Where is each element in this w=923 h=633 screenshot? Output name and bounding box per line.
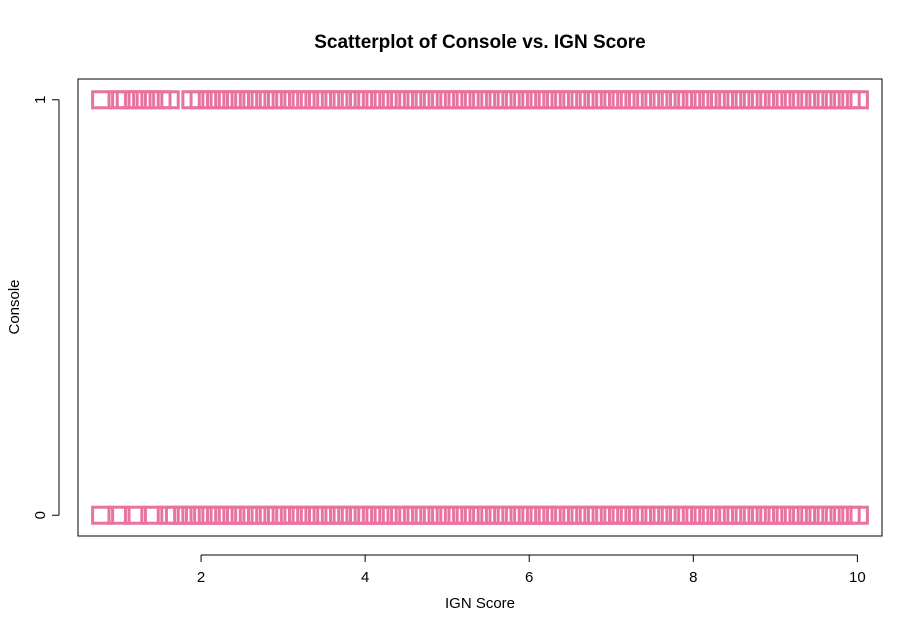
x-axis-tick-label: 6 [525, 569, 533, 586]
data-point-marker [845, 90, 869, 110]
data-point-marker [156, 90, 180, 110]
data-point-marker [91, 505, 115, 525]
x-axis: 2 4 6 8 10 [197, 554, 866, 586]
data-point-marker [107, 505, 131, 525]
chart-title: Scatterplot of Console vs. IGN Score [314, 32, 646, 53]
y-axis-tick-label: 0 [32, 511, 49, 519]
x-axis-tick-label: 2 [197, 569, 205, 586]
y-axis: 01 [32, 96, 60, 519]
x-axis-tick-label: 4 [361, 569, 369, 586]
data-point-marker [91, 90, 115, 110]
y-axis-title: Console [6, 279, 23, 334]
data-point-marker [845, 505, 869, 525]
x-axis-tick-label: 8 [689, 569, 697, 586]
data-points-layer [91, 90, 869, 525]
plot-frame [77, 78, 883, 537]
x-axis-title: IGN Score [445, 595, 515, 612]
x-axis-tick-label: 10 [849, 569, 866, 586]
data-point-marker [140, 505, 164, 525]
y-axis-tick-label: 1 [32, 96, 49, 104]
data-point-marker [123, 505, 147, 525]
